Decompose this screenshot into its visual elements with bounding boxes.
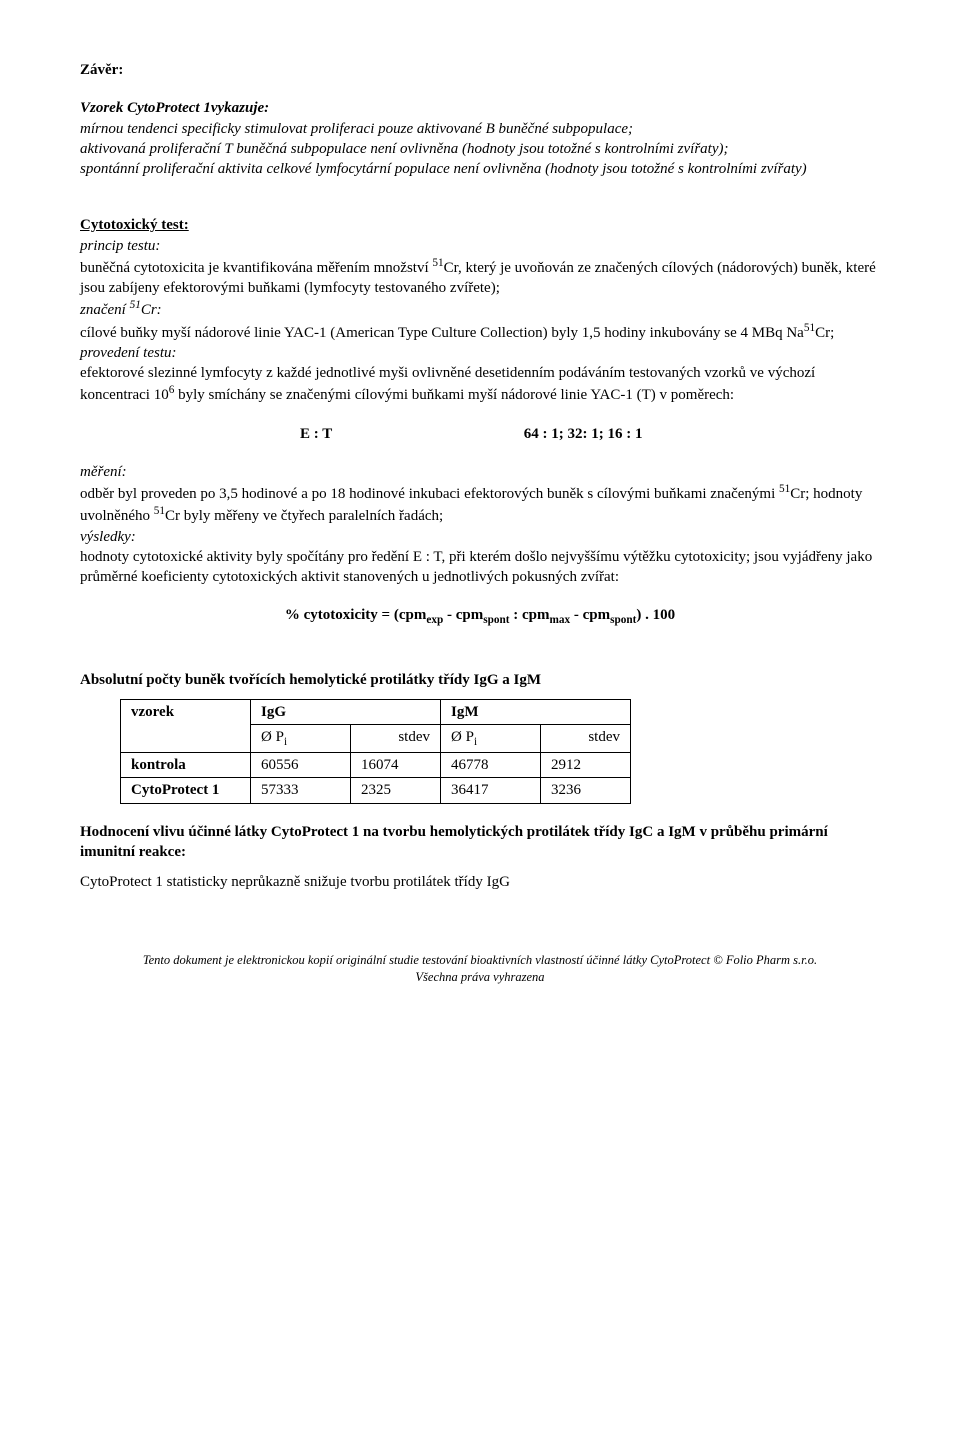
znaceni-text-post: Cr; (815, 325, 834, 341)
cell-igg-s: 16074 (351, 753, 441, 778)
zaver-heading: Závěr: (80, 60, 880, 80)
footer-line-1: Tento dokument je elektronickou kopií or… (80, 952, 880, 968)
table-row: CytoProtect 1 57333 2325 36417 3236 (121, 778, 631, 803)
vzorek-line-2: aktivovaná proliferační T buněčná subpop… (80, 139, 880, 159)
formula-sub2: spont (483, 614, 509, 626)
row-label: CytoProtect 1 (121, 778, 251, 803)
table-row: kontrola 60556 16074 46778 2912 (121, 753, 631, 778)
mereni-label: měření: (80, 462, 880, 482)
th-igm-opi: Ø Pi (441, 724, 541, 752)
th-igg-stdev: stdev (351, 724, 441, 752)
provedeni-text-post: byly smíchány se značenými cílovými buňk… (174, 387, 734, 403)
sup-51: 51 (154, 505, 165, 517)
et-ratio-line: E : T 64 : 1; 32: 1; 16 : 1 (80, 424, 880, 444)
znaceni-label-pre: značení (80, 302, 130, 318)
opi-text: Ø P (451, 729, 474, 745)
opi-text: Ø P (261, 729, 284, 745)
table-heading: Absolutní počty buněk tvořících hemolyti… (80, 670, 880, 690)
znaceni-label-post: Cr: (141, 302, 162, 318)
formula-pre: % cytotoxicity = (cpm (285, 607, 426, 623)
th-igg-opi: Ø Pi (251, 724, 351, 752)
formula-sub3: max (549, 614, 570, 626)
cell-igm-s: 3236 (541, 778, 631, 803)
provedeni-label: provedení testu: (80, 343, 880, 363)
cytotoxicity-formula: % cytotoxicity = (cpmexp - cpmspont : cp… (80, 605, 880, 628)
vysledky-text: hodnoty cytotoxické aktivity byly spočít… (80, 547, 880, 588)
vysledky-label: výsledky: (80, 527, 880, 547)
mereni-text-pre: odběr byl proveden po 3,5 hodinové a po … (80, 486, 779, 502)
mereni-text: odběr byl proveden po 3,5 hodinové a po … (80, 482, 880, 527)
znaceni-text: cílové buňky myší nádorové linie YAC-1 (… (80, 321, 880, 343)
th-igm: IgM (441, 699, 631, 724)
sup-51: 51 (130, 299, 141, 311)
et-value: 64 : 1; 32: 1; 16 : 1 (524, 426, 643, 442)
th-vzorek: vzorek (121, 699, 251, 752)
cell-igg-p: 60556 (251, 753, 351, 778)
formula-sub4: spont (610, 614, 636, 626)
formula-mid2: : cpm (509, 607, 549, 623)
vzorek-heading: Vzorek CytoProtect 1vykazuje: (80, 98, 880, 118)
table-header-row-1: vzorek IgG IgM (121, 699, 631, 724)
sup-51: 51 (779, 483, 790, 495)
znaceni-text-pre: cílové buňky myší nádorové linie YAC-1 (… (80, 325, 804, 341)
cell-igg-p: 57333 (251, 778, 351, 803)
cell-igm-s: 2912 (541, 753, 631, 778)
formula-sub1: exp (426, 614, 443, 626)
princip-text-pre: buněčná cytotoxicita je kvantifikována m… (80, 260, 432, 276)
page-footer: Tento dokument je elektronickou kopií or… (80, 952, 880, 985)
cell-igm-p: 46778 (441, 753, 541, 778)
princip-label: princip testu: (80, 236, 880, 256)
cell-igm-p: 36417 (441, 778, 541, 803)
vzorek-line-1: mírnou tendenci specificky stimulovat pr… (80, 119, 880, 139)
footer-line-2: Všechna práva vyhrazena (80, 969, 880, 985)
formula-mid1: - cpm (443, 607, 483, 623)
th-igg: IgG (251, 699, 441, 724)
results-table: vzorek IgG IgM Ø Pi stdev Ø Pi stdev kon… (120, 699, 631, 804)
formula-mid3: - cpm (570, 607, 610, 623)
cytotoxicky-heading: Cytotoxický test: (80, 215, 880, 235)
znaceni-label: značení 51Cr: (80, 298, 880, 320)
hodnoceni-heading: Hodnocení vlivu účinné látky CytoProtect… (80, 822, 880, 863)
opi-sub: i (474, 736, 477, 748)
hodnoceni-text: CytoProtect 1 statisticky neprůkazně sni… (80, 872, 880, 892)
formula-post: ) . 100 (636, 607, 675, 623)
vzorek-line-3: spontánní proliferační aktivita celkové … (80, 159, 880, 179)
row-label: kontrola (121, 753, 251, 778)
et-label: E : T (300, 424, 520, 444)
princip-text: buněčná cytotoxicita je kvantifikována m… (80, 256, 880, 299)
sup-51: 51 (432, 257, 443, 269)
th-igm-stdev: stdev (541, 724, 631, 752)
opi-sub: i (284, 736, 287, 748)
sup-51: 51 (804, 322, 815, 334)
provedeni-text: efektorové slezinné lymfocyty z každé je… (80, 363, 880, 406)
cell-igg-s: 2325 (351, 778, 441, 803)
mereni-text-post: Cr byly měřeny ve čtyřech paralelních řa… (165, 508, 443, 524)
